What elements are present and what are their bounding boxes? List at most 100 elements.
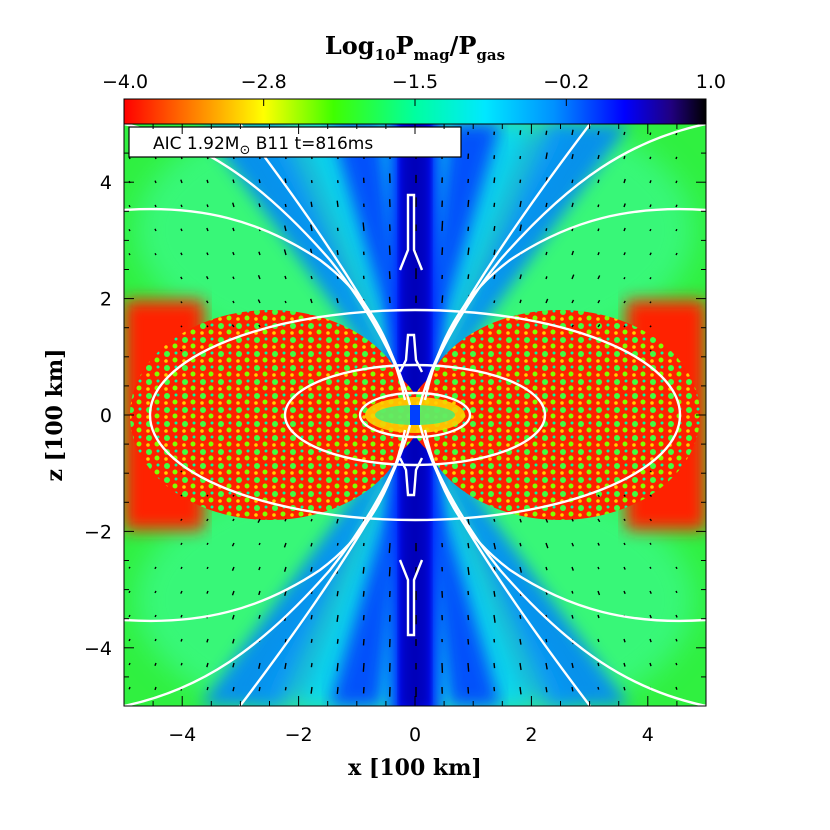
velocity-arrow (232, 518, 235, 522)
velocity-arrow (310, 614, 313, 620)
velocity-arrow (675, 566, 678, 570)
velocity-arrow (571, 614, 574, 619)
colorbar-tick-label: −1.5 (392, 71, 438, 93)
velocity-arrow (362, 222, 365, 232)
velocity-arrow (597, 275, 601, 280)
velocity-arrow (623, 494, 626, 497)
velocity-arrow (441, 295, 444, 304)
velocity-arrow (310, 518, 313, 522)
velocity-arrow (545, 638, 548, 643)
velocity-arrow (623, 542, 626, 546)
velocity-arrow (597, 614, 600, 619)
velocity-arrow (649, 301, 652, 304)
velocity-arrow (571, 202, 574, 208)
velocity-arrow (154, 614, 157, 618)
velocity-arrow (545, 518, 549, 523)
velocity-arrow (284, 275, 287, 280)
velocity-arrow (128, 590, 131, 594)
velocity-arrow (232, 300, 235, 304)
velocity-arrow (597, 662, 600, 667)
velocity-arrow (128, 638, 131, 642)
velocity-arrow (519, 518, 522, 523)
velocity-arrow (154, 566, 157, 570)
velocity-arrow (597, 204, 600, 208)
velocity-arrow (649, 542, 652, 545)
velocity-arrow (206, 686, 209, 691)
velocity-arrow (623, 178, 626, 184)
velocity-arrow (675, 686, 678, 690)
velocity-arrow (675, 590, 678, 594)
velocity-arrow (232, 662, 235, 668)
velocity-arrow (362, 566, 365, 574)
x-tick-label: 0 (409, 724, 421, 746)
velocity-arrow (571, 542, 575, 547)
velocity-arrow (571, 153, 574, 160)
velocity-arrow (519, 638, 522, 645)
velocity-arrow (545, 276, 548, 280)
velocity-arrow (336, 200, 339, 208)
velocity-arrow (493, 274, 496, 280)
velocity-arrow (310, 638, 313, 643)
velocity-arrow (336, 250, 339, 256)
velocity-arrow (258, 662, 261, 669)
velocity-arrow (597, 542, 600, 546)
x-axis-label: x [100 km] (348, 755, 482, 781)
velocity-arrow (597, 179, 600, 184)
velocity-arrow (310, 201, 313, 208)
velocity-arrow (128, 686, 131, 690)
velocity-arrow (336, 614, 339, 622)
velocity-arrow (154, 252, 157, 256)
velocity-arrow (180, 590, 183, 594)
velocity-arrow (597, 324, 601, 328)
velocity-arrow (649, 638, 652, 643)
velocity-arrow (362, 662, 365, 672)
colorbar-title: Log10Pmag/Pgas (325, 31, 505, 64)
velocity-arrow (206, 494, 209, 497)
velocity-arrow (336, 590, 339, 597)
velocity-arrow (649, 228, 652, 232)
velocity-arrow (597, 638, 600, 643)
velocity-arrow (284, 638, 287, 643)
velocity-arrow (284, 662, 287, 670)
velocity-arrow (675, 204, 678, 208)
velocity-arrow (180, 276, 183, 280)
velocity-arrow (545, 662, 548, 670)
velocity-arrow (206, 179, 209, 184)
velocity-arrow (283, 566, 287, 572)
velocity-arrow (649, 277, 652, 280)
velocity-arrow (519, 614, 522, 619)
velocity-arrow (232, 276, 235, 280)
velocity-arrow (258, 686, 261, 692)
velocity-arrow (623, 131, 626, 136)
velocity-arrow (519, 200, 522, 208)
velocity-arrow (571, 324, 574, 328)
velocity-arrow (519, 224, 522, 232)
velocity-arrow (597, 494, 600, 498)
velocity-arrow (154, 686, 157, 691)
velocity-arrow (675, 662, 678, 666)
x-tick-label: 2 (525, 724, 537, 746)
velocity-arrow (206, 638, 209, 643)
velocity-arrow (231, 590, 235, 596)
velocity-arrow (649, 252, 652, 256)
velocity-arrow (571, 299, 575, 304)
velocity-arrow (388, 245, 391, 256)
velocity-arrow (545, 566, 548, 571)
velocity-arrow (545, 228, 548, 232)
velocity-arrow (649, 590, 652, 594)
y-axis-label: z [100 km] (42, 348, 68, 481)
velocity-arrow (180, 252, 183, 256)
velocity-arrow (623, 566, 626, 570)
velocity-arrow (232, 638, 235, 644)
velocity-arrow (231, 324, 235, 328)
velocity-arrow (205, 300, 209, 304)
velocity-arrow (232, 686, 235, 692)
x-tick-label: −2 (285, 724, 313, 746)
velocity-arrow (283, 225, 287, 232)
velocity-arrow (467, 662, 470, 672)
velocity-arrow (258, 203, 261, 208)
velocity-arrow (180, 179, 183, 184)
velocity-arrow (258, 179, 261, 184)
velocity-arrow (649, 180, 652, 184)
velocity-arrow (675, 252, 678, 256)
